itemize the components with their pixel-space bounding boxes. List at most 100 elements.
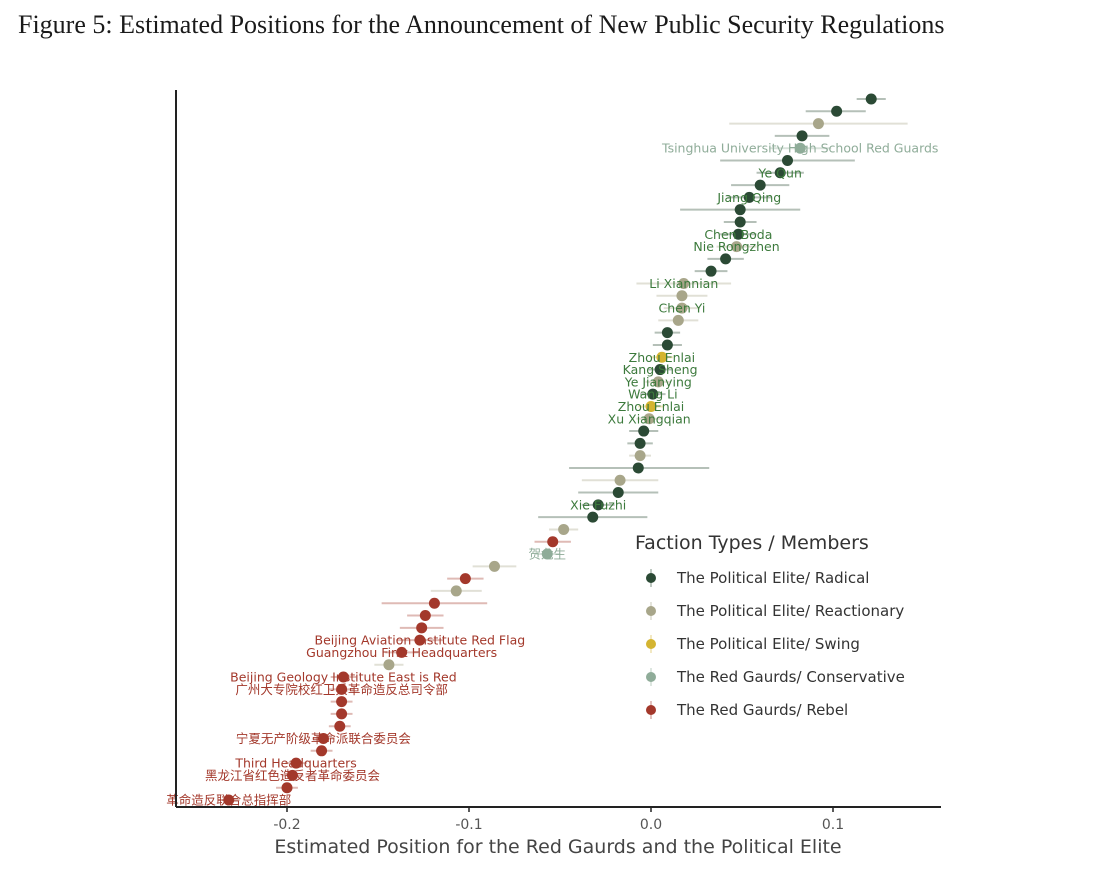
point-label: Chen Yi (658, 301, 705, 316)
data-point: Xu Xiangqian (608, 411, 691, 426)
legend: Faction Types / Members The Political El… (635, 532, 905, 719)
point-marker (317, 733, 329, 745)
point-label: Jiang Qing (716, 190, 781, 205)
point-marker (654, 364, 666, 376)
point-marker (794, 142, 806, 154)
data-point: Zhou Enlai (618, 399, 684, 414)
data-point: 宁夏无产阶级革命派联合委员会 (236, 731, 412, 746)
point-label: Wang Li (628, 387, 678, 402)
data-point (654, 327, 681, 339)
point-marker (286, 769, 298, 781)
point-marker (647, 388, 659, 400)
point-label: Kang Sheng (623, 362, 698, 377)
point-marker (661, 327, 673, 339)
point-marker (796, 130, 808, 142)
legend-entry: The Red Gaurds/ Rebel (646, 701, 848, 719)
point-marker (676, 290, 688, 302)
point-marker (614, 474, 626, 486)
point-label: 革命造反联合总指挥部 (166, 793, 291, 808)
data-point (330, 696, 353, 708)
data-point: Jiang Qing (716, 190, 781, 205)
data-point (774, 130, 830, 142)
data-point (694, 265, 728, 277)
data-point (656, 290, 708, 302)
point-label: Xu Xiangqian (608, 411, 691, 426)
point-marker (414, 634, 426, 646)
point-label: Li Xiannian (649, 276, 718, 291)
data-point: Zhou Enlai (629, 350, 695, 365)
data-point: Ye Qun (756, 165, 804, 180)
data-point (627, 437, 653, 449)
point-label: 宁夏无产阶级革命派联合委员会 (236, 731, 412, 746)
data-point: Beijing Geology Institute East is Red (230, 670, 457, 685)
point-marker (734, 216, 746, 228)
point-marker (865, 93, 877, 105)
point-label: Ye Jianying (624, 374, 692, 389)
point-marker (587, 511, 599, 523)
x-axis-title: Estimated Position for the Red Gaurds an… (274, 836, 841, 858)
data-point (569, 462, 710, 474)
point-marker (634, 437, 646, 449)
data-point (856, 93, 886, 105)
point-marker (316, 745, 328, 757)
legend-label: The Political Elite/ Swing (676, 635, 860, 653)
data-point (447, 573, 484, 585)
point-marker (656, 351, 668, 363)
data-point: Chen Boda (704, 227, 772, 242)
point-marker (419, 610, 431, 622)
legend-key-dot (646, 639, 656, 649)
data-point (330, 708, 353, 720)
data-point (629, 425, 659, 437)
point-marker (732, 228, 744, 240)
point-marker (428, 597, 440, 609)
data-point (399, 622, 444, 634)
point-label: 广州大专院校红卫兵革命造反总司令部 (235, 682, 448, 697)
data-point (731, 179, 790, 191)
data-point (549, 523, 579, 535)
data-point (729, 118, 908, 130)
data-point (534, 536, 571, 548)
legend-entry: The Political Elite/ Radical (646, 569, 869, 587)
point-label: Beijing Geology Institute East is Red (230, 670, 457, 685)
data-point (581, 474, 659, 486)
axes: -0.2 -0.1 0.0 0.1 Estimated Position for the… (175, 90, 941, 858)
point-marker (558, 523, 570, 535)
point-marker (223, 794, 235, 806)
point-label: Beijing Aviation Institute Red Flag (315, 633, 526, 648)
point-label: Nie Rongzhen (693, 239, 779, 254)
point-marker (831, 105, 843, 117)
legend-label: The Political Elite/ Radical (676, 569, 869, 587)
point-label: Guangzhou First Headquarters (306, 645, 497, 660)
legend-entry: The Political Elite/ Swing (646, 635, 860, 653)
data-point: 黑龙江省红色造反者革命委员会 (205, 768, 381, 783)
legend-key-dot (646, 672, 656, 682)
data-point: Kang Sheng (623, 362, 698, 377)
data-point (538, 511, 648, 523)
figure-title: Figure 5: Estimated Positions for the An… (18, 10, 945, 39)
data-point (430, 585, 482, 597)
data-point: Third Headquarters (234, 756, 356, 771)
data-point (381, 597, 488, 609)
data-point (578, 487, 659, 499)
data-point (328, 720, 351, 732)
data-point (720, 154, 855, 166)
data-point: Beijing Aviation Institute Red Flag (315, 633, 526, 648)
point-marker (612, 487, 624, 499)
data-point: Tsinghua University High School Red Guar… (661, 141, 938, 156)
data-point (276, 782, 298, 794)
point-marker (720, 253, 732, 265)
point-label: Xie Fuzhi (570, 497, 626, 512)
legend-label: The Political Elite/ Reactionary (676, 602, 904, 620)
point-marker (396, 646, 408, 658)
point-marker (336, 683, 348, 695)
point-marker (634, 450, 646, 462)
legend-label: The Red Gaurds/ Conservative (676, 668, 905, 686)
point-marker (754, 179, 766, 191)
data-point: Ye Jianying (624, 374, 692, 389)
point-marker (383, 659, 395, 671)
data-point: 革命造反联合总指挥部 (166, 793, 291, 808)
data-point: Xie Fuzhi (570, 497, 626, 512)
legend-entry: The Red Gaurds/ Conservative (646, 668, 905, 686)
point-marker (678, 277, 690, 289)
